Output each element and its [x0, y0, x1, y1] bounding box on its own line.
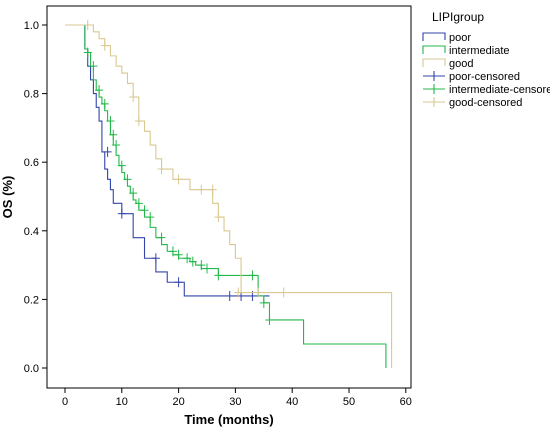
censor-mark-good — [83, 20, 92, 30]
censor-mark-poor — [117, 208, 126, 219]
x-tick-label: 40 — [286, 396, 298, 408]
censor-mark-intermediate — [95, 85, 104, 96]
x-tick-label: 60 — [400, 396, 412, 408]
censor-mark-intermediate — [183, 253, 192, 264]
axes: 0 10 20 30 40 50 60 0.0 0.2 0.4 0.6 0.8 1.0 — [24, 5, 412, 408]
censor-mark-poor — [151, 253, 160, 264]
x-axis-title: Time (months) — [184, 412, 273, 427]
censor-mark-intermediate — [100, 98, 109, 109]
censor-mark-intermediate — [109, 129, 118, 140]
legend-label: poor-censored — [449, 71, 520, 83]
y-tick-label: 0.4 — [24, 226, 39, 238]
legend-label: good — [449, 58, 473, 70]
censor-mark-intermediate — [129, 188, 138, 199]
legend-swatch-poor — [422, 32, 446, 41]
y-tick-label: 0.2 — [24, 294, 39, 306]
censor-mark-intermediate — [134, 198, 143, 209]
censor-mark-good — [234, 287, 243, 298]
censor-mark-poor — [225, 290, 234, 301]
censor-mark-intermediate — [203, 263, 211, 274]
censor-mark-good — [129, 92, 138, 103]
x-tick-label: 0 — [62, 396, 68, 408]
censor-mark-intermediate — [89, 61, 98, 72]
censor-mark-intermediate — [174, 249, 183, 260]
censor-mark-good — [208, 184, 217, 195]
legend-title: LIPIgroup — [432, 10, 484, 24]
legend-label: good-censored — [449, 97, 522, 109]
censor-mark-intermediate — [168, 246, 177, 257]
censor-mark-intermediate — [157, 232, 166, 243]
censor-mark-intermediate — [248, 270, 257, 281]
censor-mark-good — [279, 287, 288, 298]
y-tick-label: 0.6 — [24, 157, 39, 169]
legend-label: intermediate-censored — [449, 84, 550, 96]
legend-swatch-intermediate — [422, 45, 446, 54]
censor-mark-intermediate — [146, 212, 155, 223]
x-tick-label: 10 — [116, 396, 128, 408]
series-group — [65, 20, 393, 368]
censor-mark-intermediate — [259, 297, 268, 308]
censor-mark-intermediate — [106, 116, 115, 127]
legend: LIPIgroup poorintermediategoodpoor-censor… — [422, 10, 550, 109]
y-tick-label: 0.8 — [24, 89, 39, 101]
censor-mark-intermediate — [83, 47, 92, 58]
censor-mark-good — [100, 40, 109, 51]
censor-mark-poor — [174, 277, 183, 288]
censor-mark-intermediate — [112, 140, 121, 151]
censor-mark-intermediate — [188, 256, 197, 267]
censor-mark-poor — [103, 146, 112, 157]
censor-mark-good — [254, 287, 263, 298]
censor-mark-intermediate — [265, 314, 274, 325]
censor-mark-good — [197, 184, 206, 195]
plot-frame — [46, 5, 412, 389]
censor-mark-intermediate — [197, 260, 206, 271]
legend-swatch-good — [422, 58, 446, 67]
legend-label: intermediate — [449, 45, 510, 57]
censor-mark-good — [214, 212, 223, 223]
censor-mark-good — [157, 164, 166, 175]
x-tick-label: 30 — [229, 396, 241, 408]
censor-mark-good — [134, 116, 143, 127]
x-tick-label: 20 — [172, 396, 184, 408]
censor-mark-intermediate — [123, 174, 132, 185]
censor-mark-intermediate — [214, 270, 223, 281]
series-line-good — [65, 24, 393, 368]
y-axis-title: OS (%) — [0, 176, 15, 219]
legend-label: poor — [449, 32, 471, 44]
censor-mark-intermediate — [140, 205, 149, 216]
censor-mark-good — [174, 174, 183, 185]
y-tick-label: 1.0 — [24, 20, 39, 32]
censor-mark-intermediate — [117, 160, 126, 171]
y-tick-label: 0.0 — [24, 363, 39, 375]
x-tick-label: 50 — [343, 396, 355, 408]
